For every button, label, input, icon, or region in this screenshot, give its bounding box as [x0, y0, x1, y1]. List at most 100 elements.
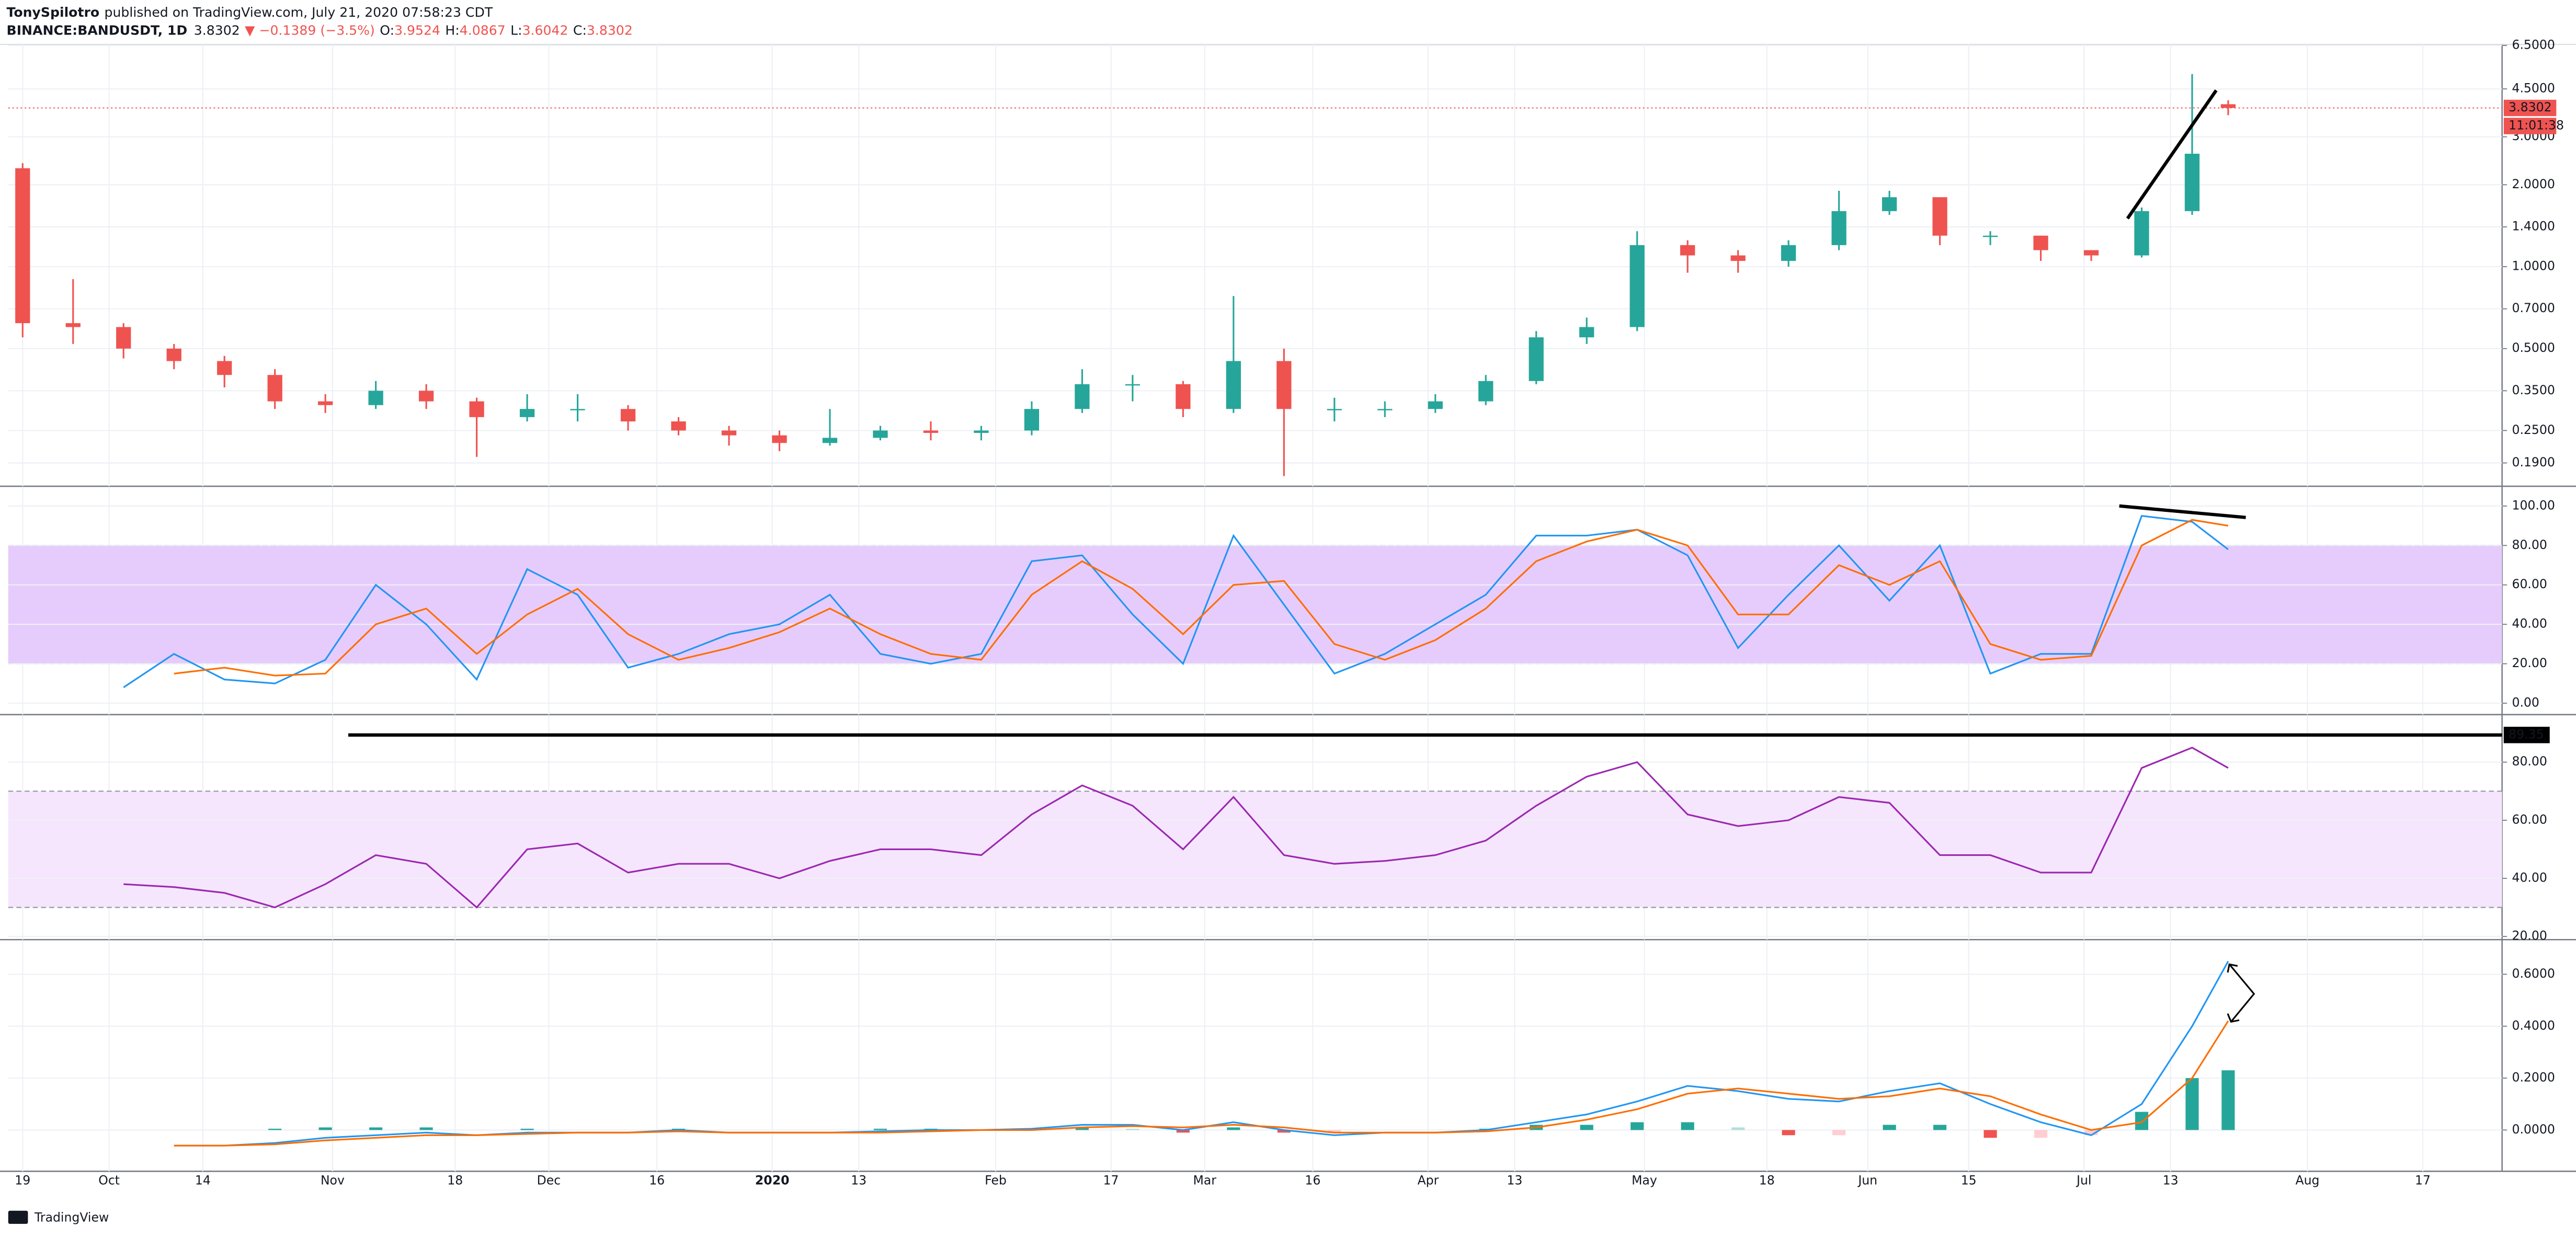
footer-brand: TradingView: [34, 1210, 109, 1224]
x-tick-label: 16: [1305, 1173, 1320, 1188]
header-line: TonySpilotro published on TradingView.com…: [7, 5, 493, 20]
y-tick-label: 0.6000: [2512, 966, 2555, 981]
indicator-line: [174, 1021, 2229, 1147]
candle-body: [974, 430, 989, 433]
ohlc-value: 3.6042: [522, 23, 568, 38]
published: published on TradingView.com, July 21, 2…: [105, 5, 493, 20]
candle-body: [469, 401, 484, 417]
arrow-head: [2227, 1013, 2240, 1023]
histogram-bar: [1075, 1127, 1089, 1130]
candle-body: [1579, 327, 1594, 338]
histogram-bar: [2221, 1070, 2235, 1130]
candle-body: [1730, 255, 1746, 261]
countdown-tag: [2503, 118, 2557, 134]
candle-body: [2184, 154, 2200, 211]
x-tick-label: 18: [447, 1173, 463, 1188]
histogram-bar: [1126, 1128, 1139, 1130]
indicator-line: [174, 519, 2229, 677]
candle-body: [1529, 337, 1544, 381]
candle-body: [519, 409, 535, 417]
candle-body: [2134, 211, 2149, 256]
candle-body: [1781, 245, 1796, 261]
ohlc-key: O:: [380, 23, 394, 38]
candle-body: [1125, 384, 1140, 386]
y-tick-label: 1.0000: [2512, 259, 2555, 273]
candle-body: [116, 327, 131, 349]
histogram-bar: [1580, 1125, 1593, 1130]
candle-body: [267, 375, 282, 402]
y-tick-label: 40.00: [2512, 871, 2547, 885]
candle-body: [2220, 104, 2236, 108]
x-tick-label: Feb: [985, 1173, 1007, 1188]
candle-body: [418, 391, 434, 402]
author: TonySpilotro: [7, 5, 100, 20]
price: 3.8302: [194, 23, 240, 38]
plot-area: 19 Oct 14 Nov 18 Dec 16 2020 13 Feb 17 Mar 16 Apr 13 Ma…: [0, 37, 2576, 1188]
candle-body: [2033, 235, 2048, 250]
x-tick-label: Jul: [2076, 1173, 2091, 1188]
histogram-bar: [1782, 1130, 1795, 1136]
histogram-bar: [1984, 1130, 1997, 1138]
candle-body: [1377, 409, 1393, 410]
candle-body: [1882, 197, 1897, 211]
histogram-bar: [1277, 1130, 1291, 1133]
candle-body: [1024, 409, 1040, 431]
candle-body: [318, 401, 333, 405]
x-tick-label: 19: [15, 1173, 30, 1188]
y-tick-label: 60.00: [2512, 577, 2547, 591]
y-tick-label: 0.2000: [2512, 1070, 2555, 1085]
level-tag: [2503, 727, 2550, 743]
histogram-bar: [1933, 1125, 1947, 1130]
band-fill: [8, 545, 2502, 664]
y-tick-label: 100.00: [2512, 498, 2555, 512]
y-tick-label: 0.3500: [2512, 383, 2555, 397]
ohlc-key: H:: [445, 23, 459, 38]
histogram-bar: [1883, 1125, 1896, 1130]
band-fill: [8, 791, 2502, 908]
histogram-bar: [2084, 1130, 2098, 1136]
candle-body: [1428, 401, 1443, 409]
x-tick-label: 2020: [755, 1173, 790, 1188]
arrow-head: [2227, 963, 2238, 973]
candle-body: [368, 391, 383, 405]
x-tick-label: 13: [2163, 1173, 2179, 1188]
arrow-drawing: [2228, 964, 2255, 1023]
candle-body: [772, 435, 787, 443]
y-tick-label: 20.00: [2512, 929, 2547, 943]
y-tick-label: 0.5000: [2512, 340, 2555, 355]
candle-body: [570, 409, 585, 410]
ohlc-key: C:: [573, 23, 587, 38]
x-tick-label: 17: [2415, 1173, 2431, 1188]
change: ▼ −0.1389 (−3.5%): [245, 23, 375, 38]
candle-body: [1327, 409, 1342, 410]
y-tick-label: 1.4000: [2512, 219, 2555, 233]
candle-body: [15, 168, 30, 324]
candle-body: [65, 323, 81, 327]
candle-body: [1831, 211, 1846, 245]
symbol: BINANCE:BANDUSDT, 1D: [7, 23, 188, 38]
ohlc-value: 4.0867: [460, 23, 506, 38]
footer-logo: TradingView: [8, 1210, 109, 1224]
candle-body: [923, 430, 939, 433]
candle-body: [671, 421, 686, 431]
x-tick-label: 13: [851, 1173, 867, 1188]
x-tick-label: May: [1632, 1173, 1657, 1188]
candle-body: [873, 430, 888, 438]
x-tick-label: Mar: [1193, 1173, 1216, 1188]
histogram-bar: [2185, 1078, 2199, 1130]
x-tick-label: 18: [1759, 1173, 1775, 1188]
ohlc-value: 3.8302: [587, 23, 633, 38]
histogram-bar: [268, 1128, 282, 1130]
candle-body: [166, 348, 181, 361]
histogram-bar: [419, 1127, 433, 1130]
candle-body: [620, 409, 636, 422]
y-tick-label: 20.00: [2512, 656, 2547, 670]
candle-body: [217, 361, 232, 375]
candle-body: [1680, 245, 1695, 256]
last-price-tag: [2503, 99, 2557, 117]
histogram-bar: [1227, 1127, 1240, 1130]
candle-body: [721, 430, 737, 436]
y-tick-label: 40.00: [2512, 616, 2547, 631]
histogram-bar: [1631, 1122, 1644, 1130]
histogram-bar: [2135, 1112, 2149, 1130]
